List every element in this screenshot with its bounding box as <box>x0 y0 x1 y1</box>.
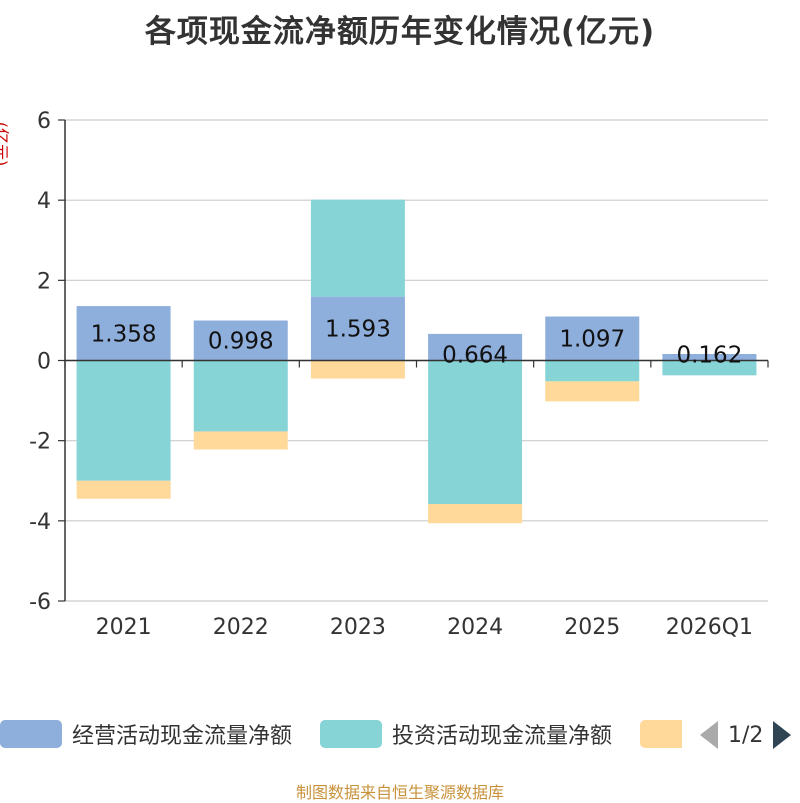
y-tick-label: 2 <box>37 269 51 294</box>
bar-2025-series-1 <box>545 360 640 382</box>
y-tick-label: 6 <box>37 109 51 134</box>
x-category-label: 2024 <box>447 615 503 640</box>
bar-2024-series-1 <box>428 360 523 504</box>
bar-2023-series-1 <box>310 199 405 297</box>
x-category-label: 2026Q1 <box>666 615 753 640</box>
y-tick-label: 4 <box>37 189 51 214</box>
legend-label-operating: 经营活动现金流量净额 <box>72 724 293 749</box>
bar-2024-series-0 <box>428 333 523 361</box>
data-label-2023: 1.593 <box>325 317 391 343</box>
bar-2026Q1-series-1 <box>662 360 757 376</box>
y-tick-label: 0 <box>37 350 51 375</box>
bar-2021-series-1 <box>76 360 171 481</box>
y-tick-label: -4 <box>29 510 51 535</box>
legend-item-operating[interactable]: 经营活动现金流量净额 <box>0 716 292 752</box>
bar-2022-series-0 <box>193 320 288 361</box>
legend: 经营活动现金流量净额 投资活动现金流量净额 1/2 <box>0 716 800 752</box>
bar-2024-series-2 <box>428 503 523 524</box>
y-tick-label: -6 <box>29 590 51 615</box>
x-category-label: 2022 <box>213 615 269 640</box>
bar-2025-series-2 <box>545 381 640 402</box>
bar-2021-series-2 <box>76 480 171 499</box>
legend-swatch-investing <box>320 720 382 748</box>
x-category-label: 2025 <box>564 615 620 640</box>
bar-2022-series-2 <box>193 431 288 450</box>
bar-2025-series-0 <box>545 316 640 361</box>
legend-swatch-operating <box>0 720 62 748</box>
legend-pager: 1/2 <box>700 720 792 750</box>
x-category-label: 2021 <box>96 615 152 640</box>
legend-label-investing: 投资活动现金流量净额 <box>392 724 613 749</box>
data-label-2024: 0.664 <box>442 343 508 369</box>
legend-page-indicator: 1/2 <box>728 722 764 748</box>
bar-2023-series-0 <box>310 296 405 361</box>
chart-plot: 6 4 2 0 -2 -4 -6 2021 2022 2023 2024 2025 2026Q1 1.35… <box>29 109 769 640</box>
bar-2023-series-2 <box>310 360 405 379</box>
legend-swatch-financing <box>640 720 682 748</box>
legend-item-investing[interactable]: 投资活动现金流量净额 <box>320 716 612 752</box>
chart-title: 各项现金流净额历年变化情况(亿元) <box>144 14 656 50</box>
y-tick-label: -2 <box>29 430 51 455</box>
legend-next-icon[interactable] <box>773 721 792 749</box>
bar-2026Q1-series-0 <box>662 354 757 361</box>
data-label-2025: 1.097 <box>559 327 625 353</box>
data-label-2026Q1: 0.162 <box>676 343 742 369</box>
x-category-label: 2023 <box>330 615 386 640</box>
legend-item-financing[interactable] <box>640 716 682 752</box>
bar-2021-series-0 <box>76 306 171 361</box>
bar-2022-series-1 <box>193 360 288 432</box>
legend-prev-icon[interactable] <box>700 721 718 749</box>
source-footer: 制图数据来自恒生聚源数据库 <box>295 783 504 802</box>
data-label-2021: 1.358 <box>91 321 157 347</box>
data-label-2022: 0.998 <box>208 328 274 354</box>
